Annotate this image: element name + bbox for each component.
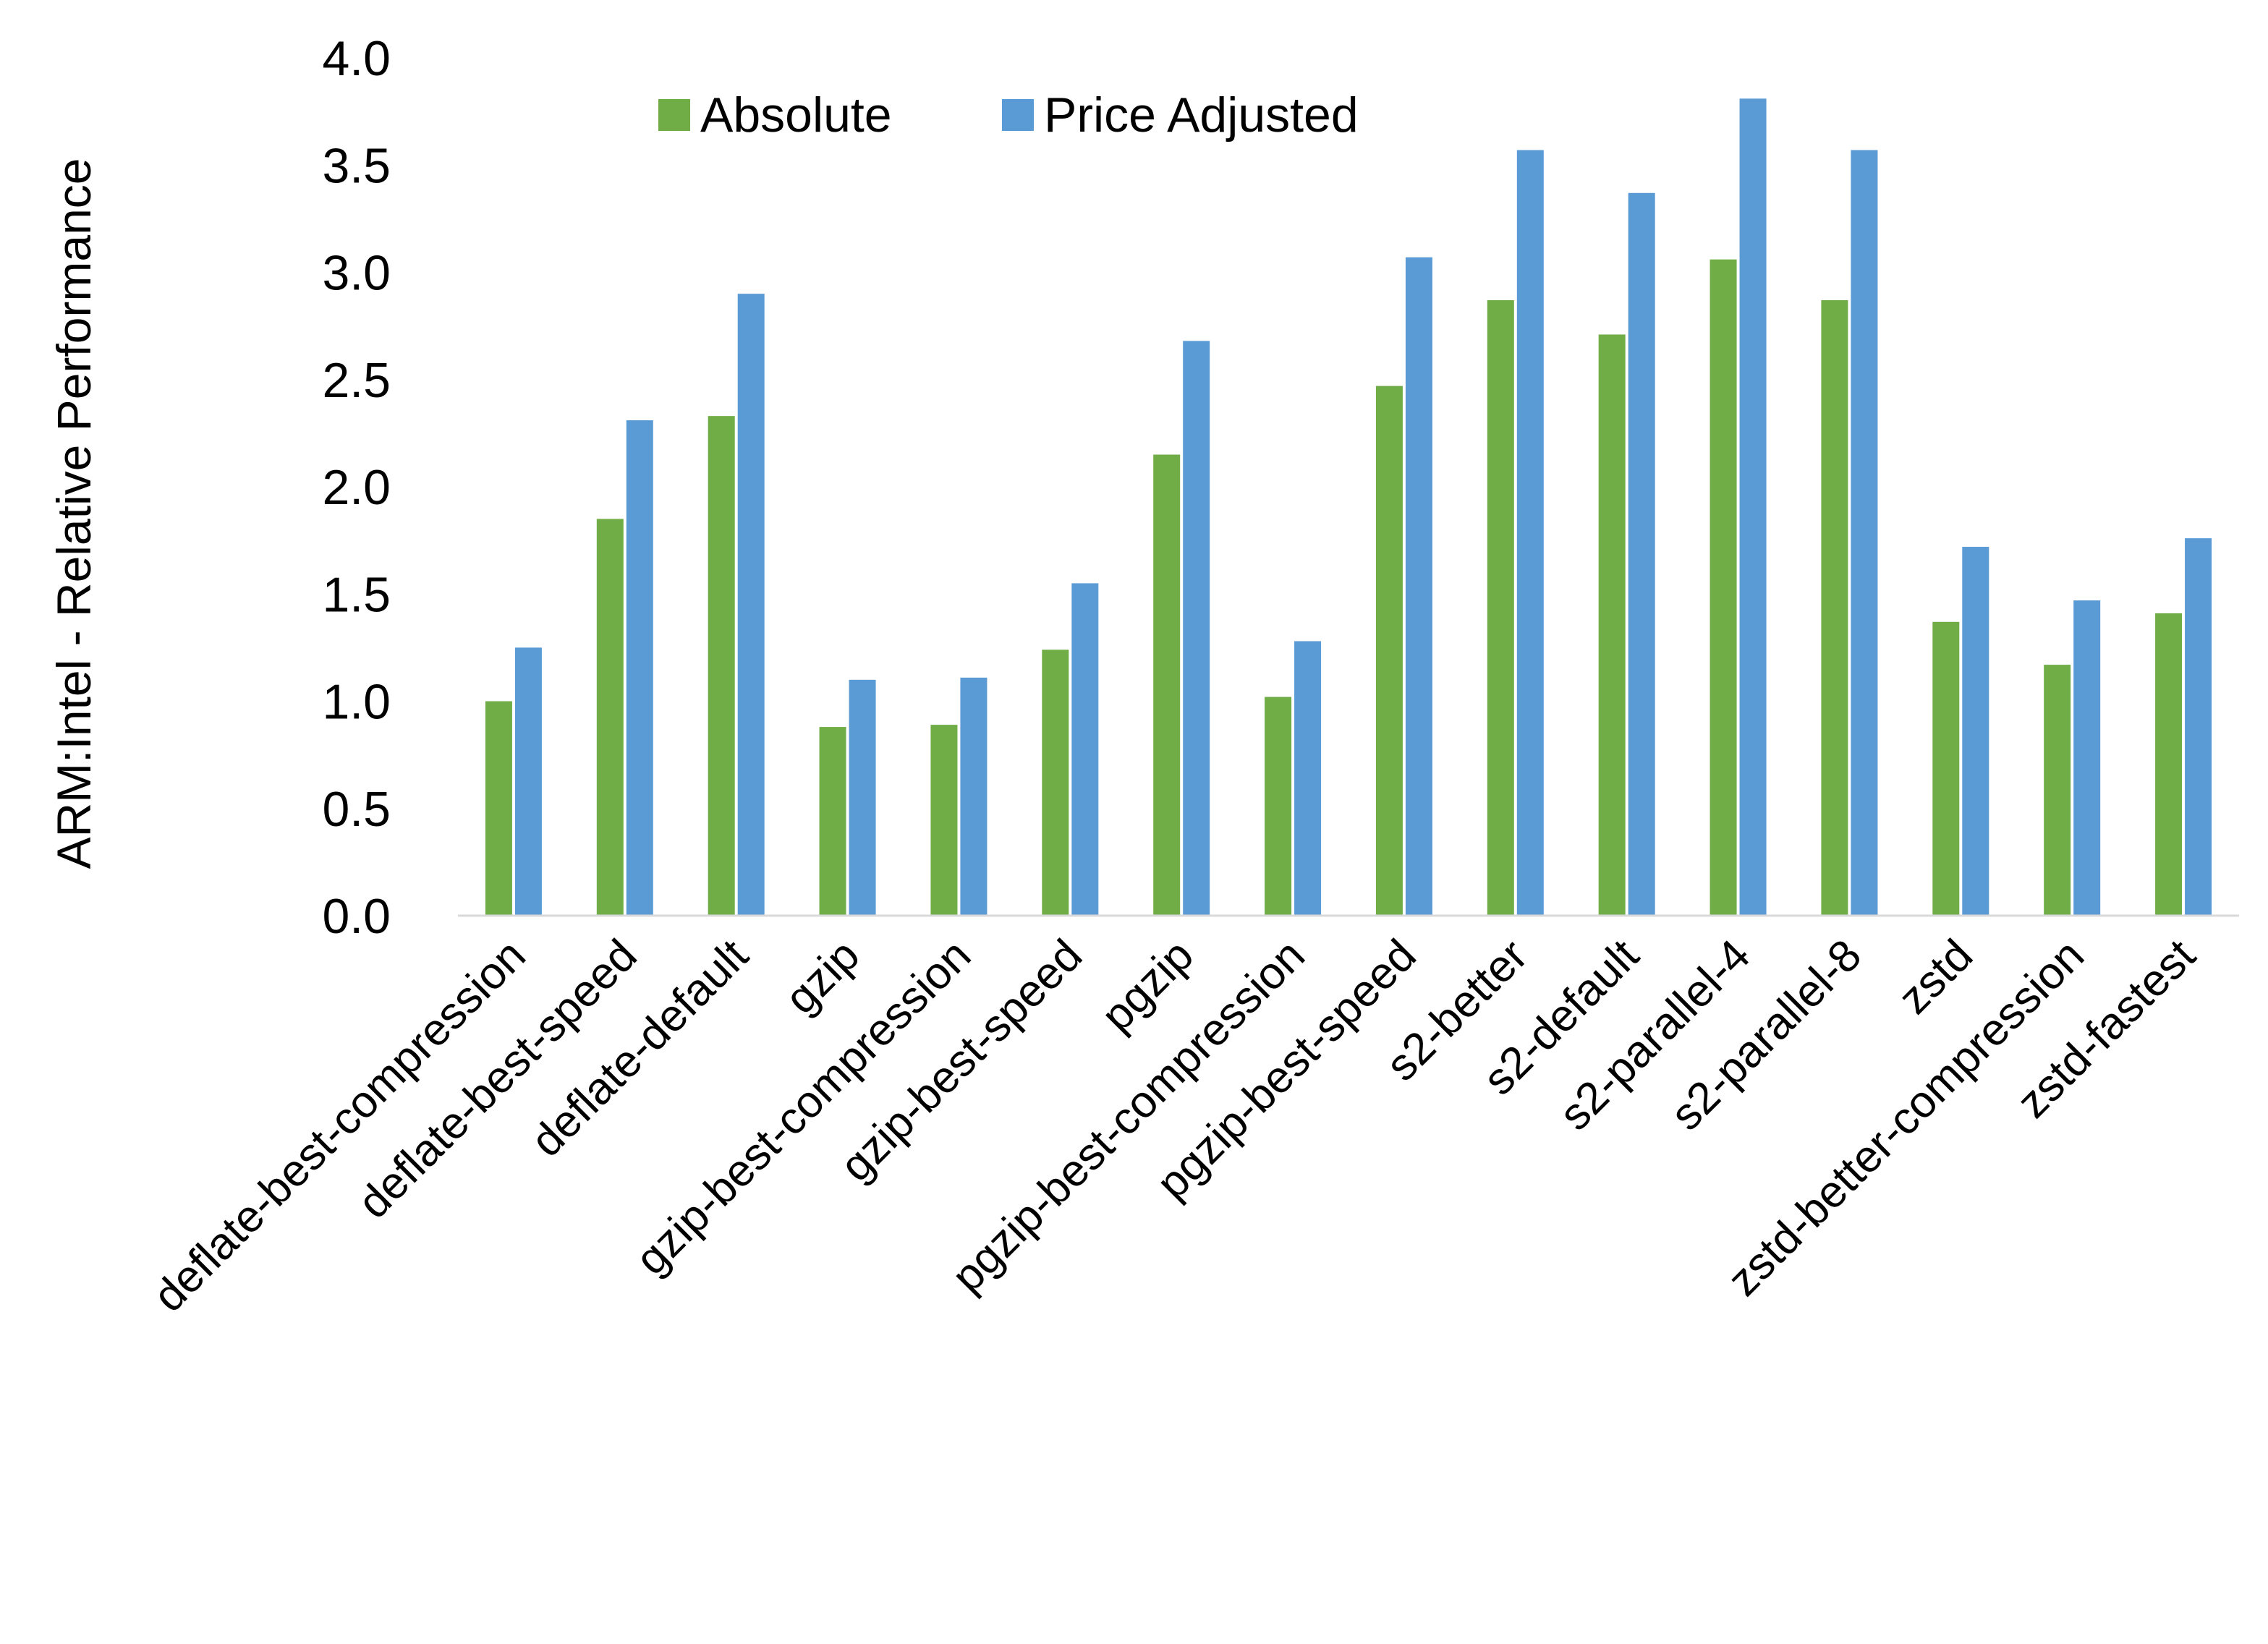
y-axis-title: ARM:Intel - Relative Performance	[47, 158, 101, 869]
bar-price-adjusted	[1851, 150, 1878, 916]
y-tick-label: 4.0	[322, 31, 391, 86]
bar-price-adjusted	[1183, 341, 1210, 916]
bar-absolute	[930, 725, 958, 916]
bar-absolute	[1710, 259, 1737, 916]
bar-price-adjusted	[1405, 257, 1432, 916]
bar-price-adjusted	[514, 647, 542, 916]
bar-price-adjusted	[960, 677, 988, 916]
bar-absolute	[2044, 665, 2071, 916]
legend-swatch	[1002, 99, 1034, 131]
y-tick-label: 2.5	[322, 353, 391, 408]
bar-price-adjusted	[1739, 98, 1767, 916]
y-tick-label: 2.0	[322, 460, 391, 515]
bar-absolute	[1375, 386, 1403, 916]
bar-price-adjusted	[1516, 150, 1544, 916]
y-tick-label: 0.5	[322, 782, 391, 837]
legend-swatch	[658, 99, 690, 131]
x-tick-label: gzip	[776, 930, 869, 1023]
bar-absolute	[1487, 300, 1514, 916]
bar-absolute	[1821, 300, 1848, 916]
bar-absolute	[596, 519, 624, 916]
legend-label: Price Adjusted	[1044, 88, 1359, 142]
bar-absolute	[1265, 697, 1292, 916]
y-tick-label: 0.0	[322, 889, 391, 944]
legend-label: Absolute	[700, 88, 892, 142]
y-tick-label: 3.5	[322, 138, 391, 193]
x-tick-label: zstd	[1889, 930, 1982, 1023]
bar-price-adjusted	[2185, 538, 2212, 916]
bar-absolute	[1932, 621, 1960, 916]
bar-price-adjusted	[1628, 192, 1655, 916]
bar-price-adjusted	[737, 294, 765, 916]
bar-absolute	[708, 416, 735, 916]
y-tick-label: 1.0	[322, 675, 391, 730]
bar-price-adjusted	[2073, 600, 2101, 916]
bar-absolute	[1598, 334, 1626, 916]
bar-price-adjusted	[849, 679, 876, 916]
bar-price-adjusted	[626, 420, 653, 916]
bar-price-adjusted	[1071, 583, 1099, 916]
bar-price-adjusted	[1294, 641, 1322, 916]
bar-absolute	[1153, 454, 1181, 916]
bar-price-adjusted	[1962, 547, 1989, 916]
bar-absolute	[2155, 613, 2183, 916]
y-tick-label: 1.5	[322, 567, 391, 622]
y-tick-label: 3.0	[322, 246, 391, 301]
bar-absolute	[1042, 649, 1069, 916]
bar-absolute	[819, 727, 846, 916]
bar-absolute	[485, 701, 512, 916]
